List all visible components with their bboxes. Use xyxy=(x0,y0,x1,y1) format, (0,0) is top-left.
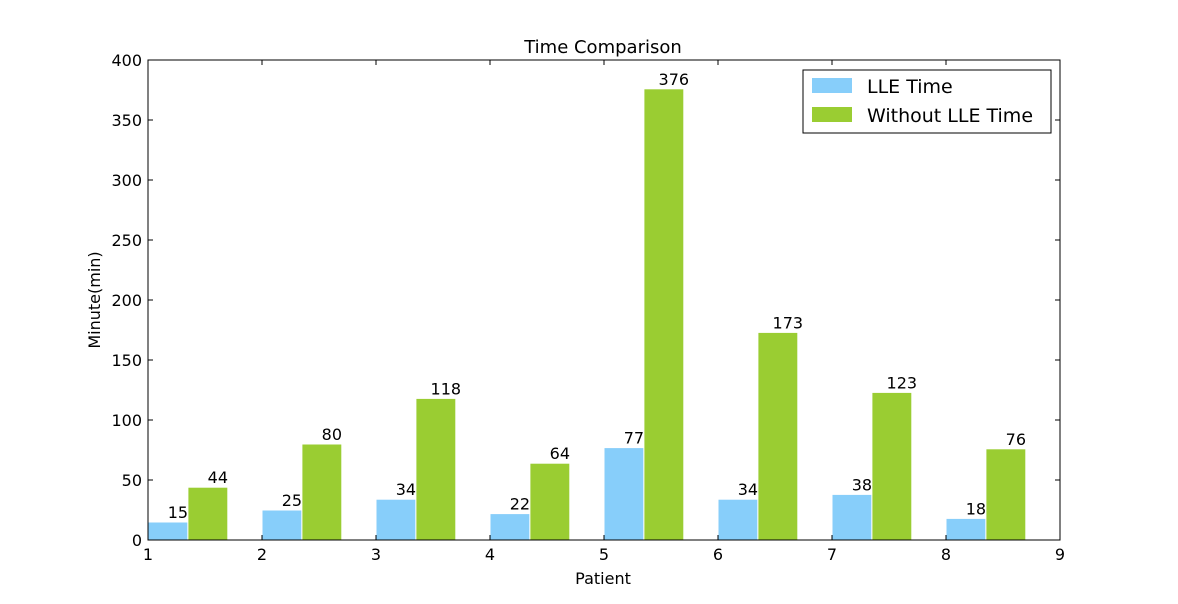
data-label: 76 xyxy=(1006,430,1026,449)
legend-swatch-without-lle xyxy=(812,107,852,122)
x-tick-label: 2 xyxy=(257,545,267,564)
y-tick-label: 0 xyxy=(132,531,142,550)
y-tick-label: 150 xyxy=(111,351,142,370)
legend-label-without-lle: Without LLE Time xyxy=(867,105,1033,127)
y-tick-label: 300 xyxy=(111,171,142,190)
data-label: 22 xyxy=(510,495,530,514)
bar-without-lle-8 xyxy=(985,448,1027,541)
x-tick-label: 3 xyxy=(371,545,381,564)
bar-without-lle-3 xyxy=(415,397,457,541)
bar-lle-1 xyxy=(147,521,189,541)
bar-lle-6 xyxy=(717,498,759,541)
y-tick-label: 400 xyxy=(111,51,142,70)
x-tick-label: 8 xyxy=(941,545,951,564)
data-label: 34 xyxy=(738,480,758,499)
x-tick-label: 9 xyxy=(1055,545,1065,564)
bar-without-lle-4 xyxy=(529,462,571,541)
bar-lle-5 xyxy=(603,447,645,541)
bar-lle-2 xyxy=(261,509,303,541)
data-label: 123 xyxy=(887,373,918,392)
x-axis-label: Patient xyxy=(575,569,631,588)
data-label: 173 xyxy=(773,313,804,332)
y-axis-label: Minute(min) xyxy=(85,251,104,348)
x-tick-label: 7 xyxy=(827,545,837,564)
data-label: 44 xyxy=(208,468,228,487)
legend: LLE Time Without LLE Time xyxy=(802,69,1052,134)
bar-without-lle-6 xyxy=(757,331,799,541)
data-label: 77 xyxy=(624,429,644,448)
x-tick-label: 6 xyxy=(713,545,723,564)
bar-without-lle-2 xyxy=(301,443,343,541)
data-label: 376 xyxy=(659,70,690,89)
y-tick-label: 250 xyxy=(111,231,142,250)
bar-without-lle-1 xyxy=(187,486,229,541)
legend-swatch-lle xyxy=(812,78,852,93)
bar-without-lle-7 xyxy=(871,391,913,541)
y-tick-label: 100 xyxy=(111,411,142,430)
bar-lle-7 xyxy=(831,493,873,541)
data-label: 38 xyxy=(852,475,872,494)
y-tick-label: 50 xyxy=(122,471,142,490)
chart-title: Time Comparison xyxy=(523,37,682,58)
data-label: 18 xyxy=(966,499,986,518)
legend-label-lle: LLE Time xyxy=(867,76,953,98)
data-label: 15 xyxy=(168,503,188,522)
data-label: 34 xyxy=(396,480,416,499)
x-tick-label: 5 xyxy=(599,545,609,564)
x-tick-label: 1 xyxy=(143,545,153,564)
bar-without-lle-5 xyxy=(643,88,685,541)
data-label: 64 xyxy=(550,444,570,463)
bar-lle-8 xyxy=(945,517,987,541)
y-tick-label: 200 xyxy=(111,291,142,310)
bar-lle-4 xyxy=(489,513,531,541)
x-tick-label: 4 xyxy=(485,545,495,564)
data-label: 118 xyxy=(431,379,462,398)
y-tick-label: 350 xyxy=(111,111,142,130)
data-label: 80 xyxy=(322,425,342,444)
data-label: 25 xyxy=(282,491,302,510)
bar-lle-3 xyxy=(375,498,417,541)
